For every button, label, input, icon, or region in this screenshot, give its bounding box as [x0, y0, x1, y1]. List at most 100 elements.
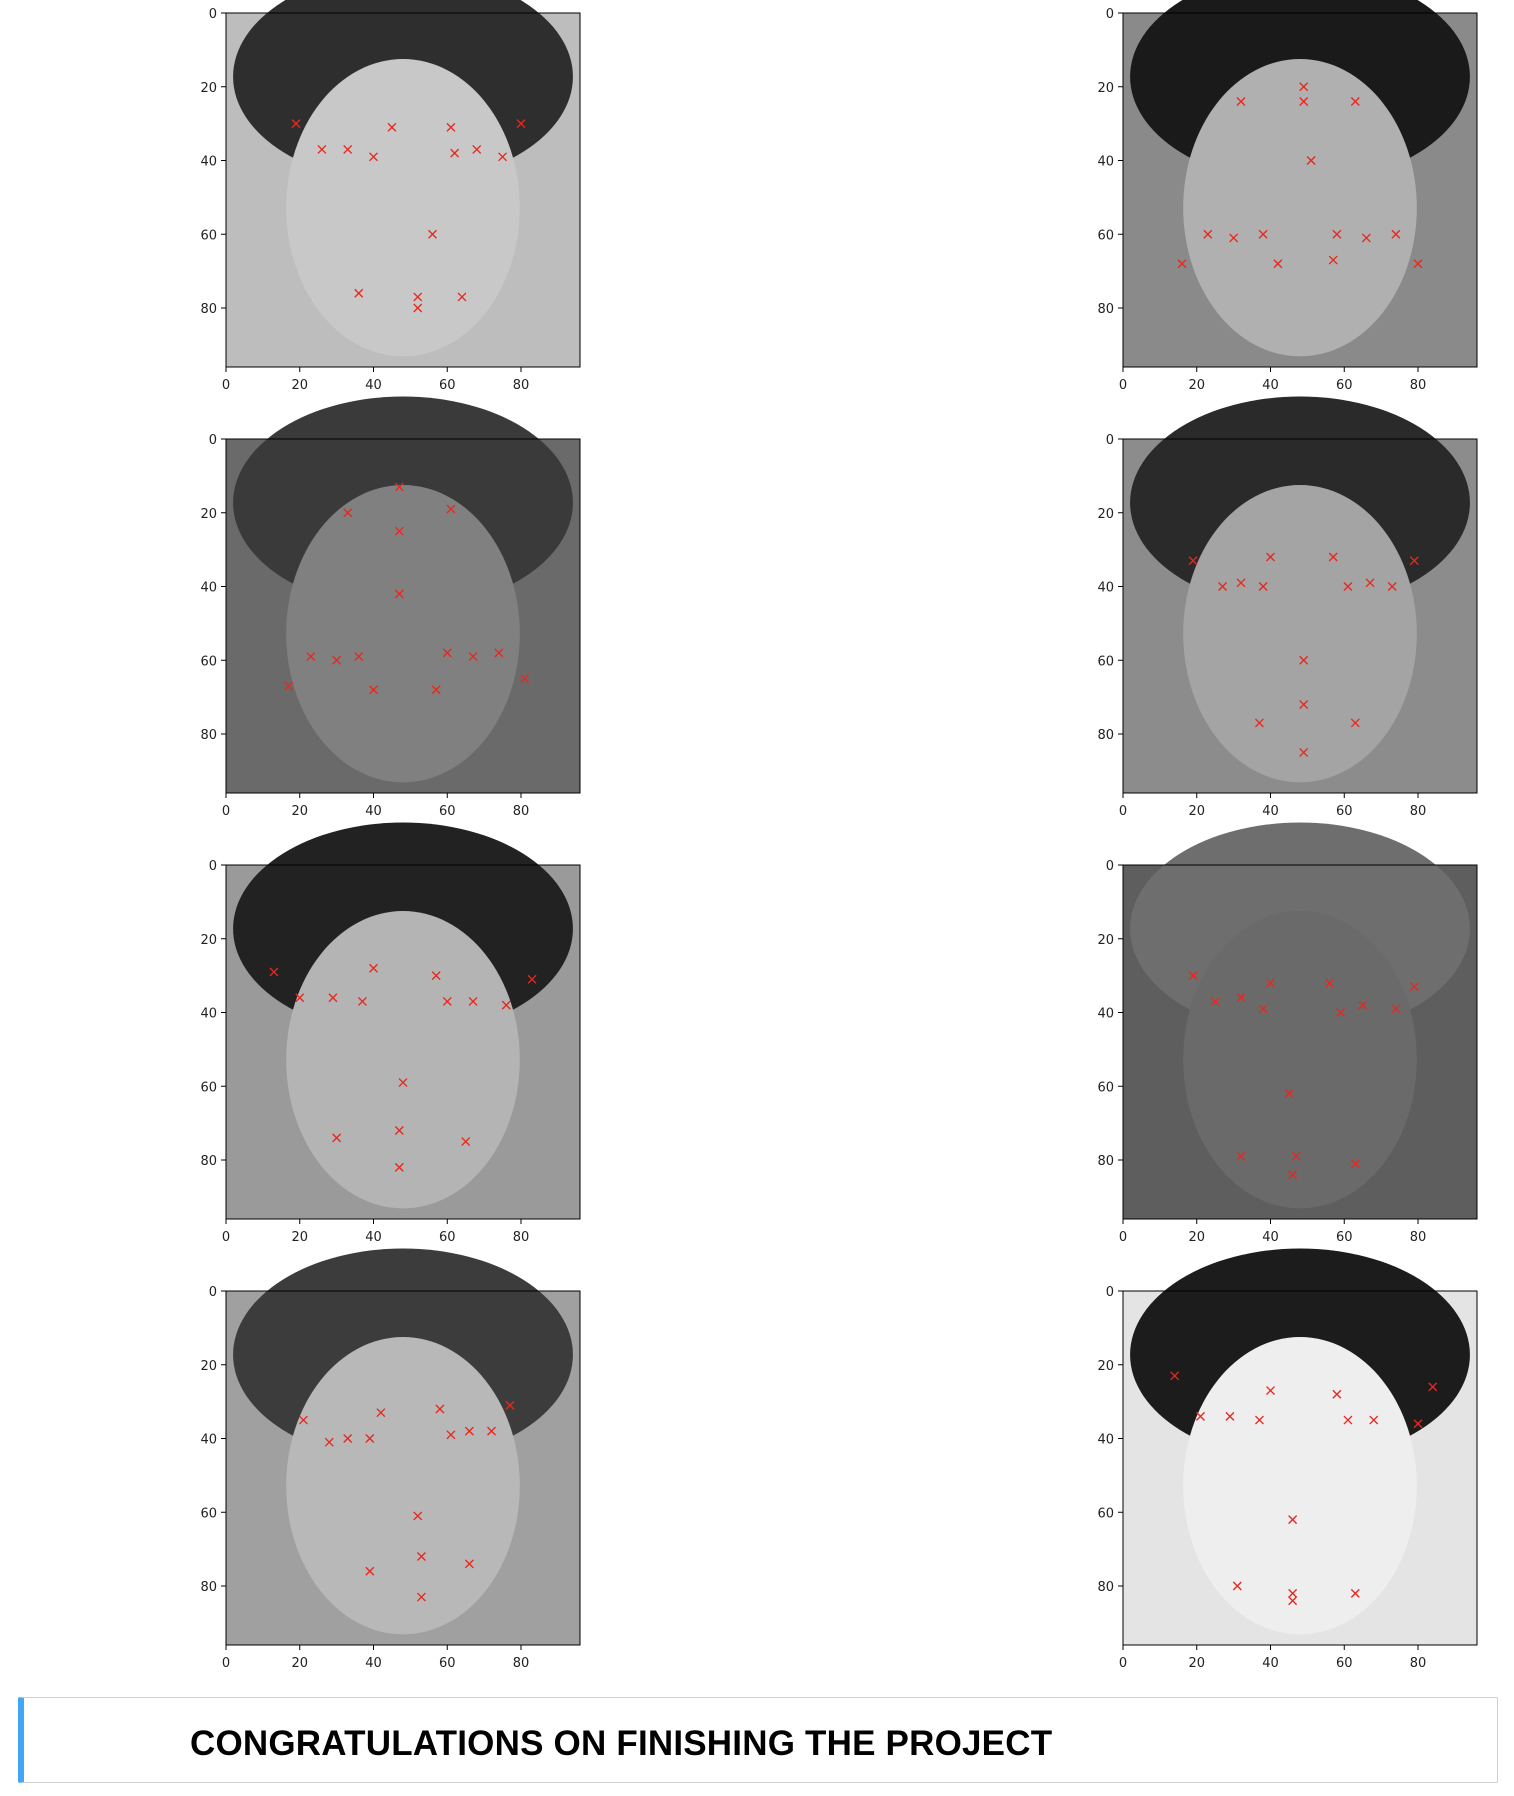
x-tick-label: 80: [1410, 1230, 1427, 1245]
keypoint-marker: [324, 1437, 334, 1447]
congratulations-heading: CONGRATULATIONS ON FINISHING THE PROJECT: [190, 1724, 1053, 1763]
y-tick-label: 40: [200, 581, 217, 596]
keypoint-marker: [501, 1000, 511, 1010]
face-skin: [1183, 911, 1417, 1209]
y-tick-label: 40: [1097, 1433, 1114, 1448]
keypoint-marker: [442, 996, 452, 1006]
keypoint-marker: [376, 1408, 386, 1418]
x-tick-label: 40: [1262, 1230, 1279, 1245]
x-tick-label: 40: [365, 804, 382, 819]
keypoint-marker: [1332, 229, 1342, 239]
x-tick-label: 60: [439, 1230, 456, 1245]
keypoint-marker: [365, 1566, 375, 1576]
keypoint-marker: [1229, 233, 1239, 243]
keypoint-marker: [1273, 259, 1283, 269]
y-tick-label: 60: [200, 1506, 217, 1521]
keypoint-marker: [1306, 156, 1316, 165]
y-tick-label: 20: [200, 933, 217, 948]
keypoint-marker: [1225, 1411, 1235, 1421]
keypoint-marker: [446, 1430, 456, 1440]
keypoint-marker: [1336, 1008, 1346, 1017]
keypoint-marker: [394, 589, 404, 599]
y-tick-label: 60: [200, 654, 217, 669]
keypoint-plots-output: 0 0 20 20 40 40 60 60 80 80 0 0 20 20 40 40 60 60 80 80 0 0 20…: [200, 0, 1478, 1671]
keypoint-marker: [1258, 1004, 1268, 1014]
x-tick-label: 20: [1188, 1656, 1205, 1671]
markdown-cell[interactable]: CONGRATULATIONS ON FINISHING THE PROJECT: [18, 1697, 1498, 1783]
subplot: 0 0 20 20 40 40 60 60 80 80: [200, 822, 581, 1245]
face-skin: [1183, 59, 1417, 357]
keypoint-marker: [394, 526, 404, 536]
y-tick-label: 0: [209, 859, 217, 874]
keypoint-marker: [1288, 1170, 1298, 1180]
y-tick-label: 20: [200, 1359, 217, 1374]
keypoint-marker: [1343, 1415, 1353, 1425]
keypoint-marker: [1332, 1389, 1342, 1399]
x-tick-label: 80: [1410, 378, 1427, 393]
keypoint-marker: [1236, 578, 1246, 588]
x-tick-label: 20: [291, 804, 308, 819]
keypoint-marker: [1254, 1415, 1264, 1425]
keypoint-marker: [1299, 747, 1309, 757]
y-tick-label: 80: [200, 728, 217, 743]
keypoint-marker: [1170, 1371, 1180, 1381]
y-tick-label: 0: [209, 433, 217, 448]
x-tick-label: 40: [365, 1656, 382, 1671]
subplot: 0 0 20 20 40 40 60 60 80 80: [200, 1248, 581, 1671]
keypoint-marker: [284, 681, 294, 691]
keypoint-marker: [369, 685, 378, 695]
keypoint-marker: [298, 1415, 308, 1425]
keypoint-marker: [1288, 1515, 1298, 1525]
keypoint-marker: [1210, 996, 1220, 1006]
x-tick-label: 60: [1336, 804, 1353, 819]
axes-frame: [225, 864, 581, 1220]
y-tick-label: 60: [200, 1080, 217, 1095]
keypoint-marker: [1188, 971, 1198, 981]
y-tick-label: 60: [200, 228, 217, 243]
keypoint-marker: [457, 292, 467, 302]
keypoint-marker: [1358, 1000, 1368, 1010]
keypoint-marker: [1299, 655, 1309, 665]
keypoint-marker: [357, 996, 367, 1006]
x-tick-label: 0: [1119, 378, 1127, 393]
keypoint-marker: [1236, 1151, 1246, 1161]
keypoint-marker: [1299, 82, 1309, 92]
x-tick-label: 0: [222, 378, 230, 393]
y-tick-label: 40: [1097, 581, 1114, 596]
keypoint-marker: [1328, 255, 1338, 265]
keypoint-marker: [1350, 1159, 1360, 1169]
x-tick-label: 0: [222, 804, 230, 819]
keypoint-marker: [435, 1404, 445, 1414]
y-tick-label: 60: [1097, 1080, 1114, 1095]
axes-frame: [1122, 12, 1478, 368]
keypoint-marker: [1369, 1415, 1379, 1425]
keypoint-marker: [413, 1511, 423, 1521]
keypoint-marker: [431, 685, 441, 695]
x-tick-label: 40: [1262, 1656, 1279, 1671]
y-tick-label: 60: [1097, 1506, 1114, 1521]
keypoint-marker: [1350, 1588, 1360, 1598]
keypoint-marker: [332, 1133, 342, 1143]
keypoint-marker: [1350, 97, 1360, 106]
keypoint-marker: [291, 119, 301, 129]
axes-frame: [225, 12, 581, 368]
y-tick-label: 20: [1097, 933, 1114, 948]
x-tick-label: 80: [513, 804, 530, 819]
keypoint-marker: [306, 652, 316, 662]
y-tick-label: 80: [200, 1154, 217, 1169]
keypoint-marker: [1428, 1382, 1438, 1392]
y-tick-label: 40: [1097, 155, 1114, 170]
keypoint-marker: [416, 1592, 426, 1602]
keypoint-marker: [1291, 1151, 1301, 1161]
subplot: 0 0 20 20 40 40 60 60 80 80: [1097, 396, 1478, 819]
keypoint-marker: [1236, 993, 1246, 1003]
x-tick-label: 80: [513, 1656, 530, 1671]
keypoint-marker: [343, 144, 353, 154]
x-tick-label: 80: [1410, 804, 1427, 819]
face-skin: [286, 485, 520, 783]
keypoint-marker: [472, 144, 482, 154]
keypoint-marker: [1391, 229, 1401, 239]
keypoint-marker: [1413, 1419, 1423, 1429]
x-tick-label: 20: [291, 378, 308, 393]
x-tick-label: 40: [1262, 804, 1279, 819]
